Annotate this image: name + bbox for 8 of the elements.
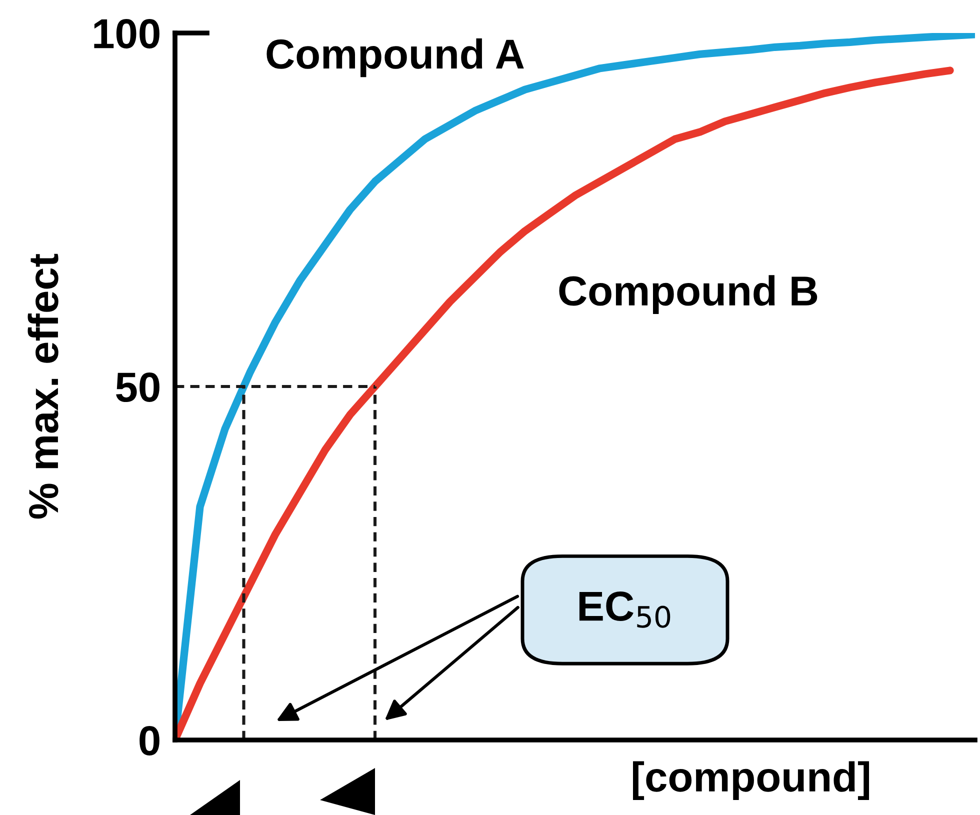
y-tick-label: 0 <box>140 726 160 756</box>
annotation: EC$_{50}$ <box>579 592 670 628</box>
x-axis-title: [compound] <box>633 761 870 800</box>
series-label: Compound A <box>266 38 524 78</box>
series-label: Compound B <box>559 275 818 314</box>
y-axis-title: % max. effect <box>28 254 58 519</box>
y-tick-label: 100 <box>94 19 160 49</box>
y-tick-label: 50 <box>116 372 160 402</box>
